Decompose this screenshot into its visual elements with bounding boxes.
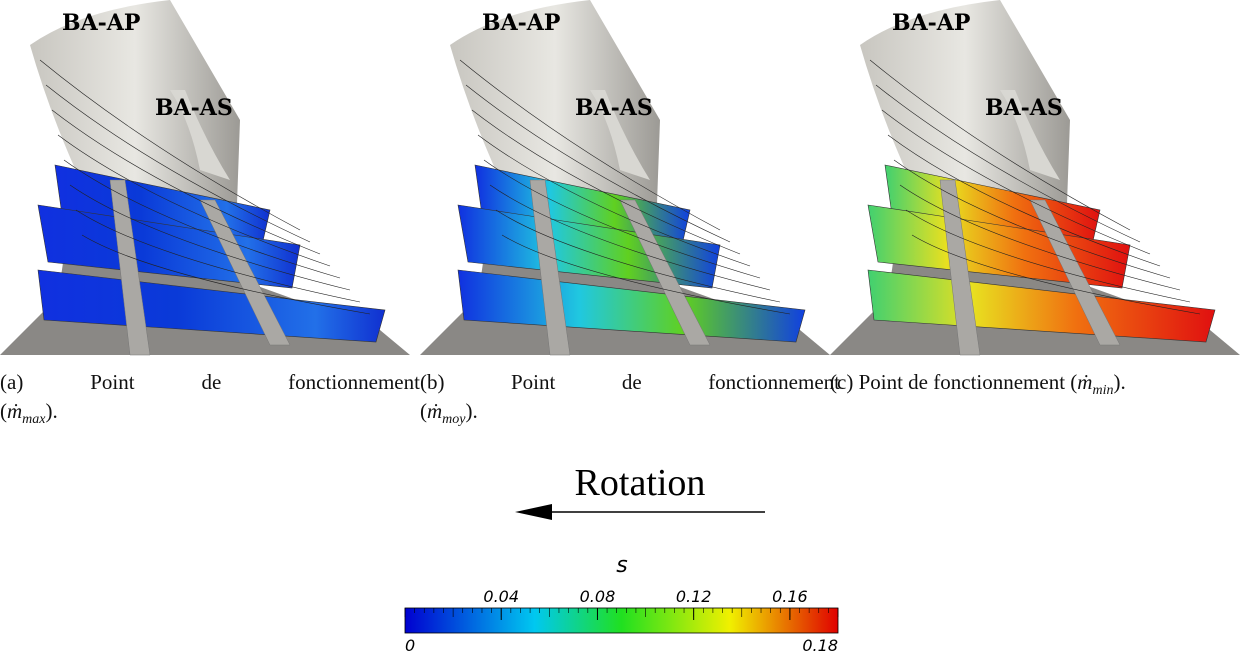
- streamline: [911, 234, 1201, 315]
- label-ba-as: BA-AS: [155, 95, 233, 121]
- caption-part: (: [420, 399, 427, 423]
- caption-part: ṁ: [7, 399, 23, 423]
- streamline: [893, 159, 1171, 279]
- strut: [109, 179, 151, 356]
- label-ba-as: BA-AS: [575, 95, 653, 121]
- min-label: 0: [405, 636, 415, 655]
- legend-area: Rotation s 0.04 0.08 0.12 0.16 0 0.18: [404, 462, 839, 655]
- caption-line: (ṁmoy).: [420, 399, 840, 428]
- caption-part: ).: [465, 399, 478, 423]
- caption-part: fonctionnement: [288, 370, 420, 394]
- blade-tip: [1000, 90, 1060, 180]
- caption-part: (: [1070, 370, 1078, 394]
- panel-image: BA-AP BA-AS: [830, 0, 1240, 356]
- streamline: [51, 109, 321, 255]
- caption-part: de: [621, 370, 642, 394]
- caption-line: (a) Point de fonctionnement: [0, 370, 420, 395]
- caption-line: (b) Point de fonctionnement: [420, 370, 840, 395]
- streamline: [69, 184, 351, 291]
- streamline: [887, 134, 1161, 267]
- streamline: [459, 59, 721, 231]
- streamline: [471, 109, 741, 255]
- arrow-head: [515, 504, 552, 520]
- caption: (c) Point de fonctionnement (ṁmin).: [830, 370, 1126, 399]
- streamline: [501, 234, 791, 315]
- blade-tip: [590, 90, 650, 180]
- streamline: [39, 59, 301, 231]
- streamline: [63, 159, 341, 279]
- streamline: [477, 134, 751, 267]
- caption-part: ).: [45, 399, 58, 423]
- caption-part: Point: [511, 370, 556, 394]
- caption-part: fonctionnement: [933, 370, 1066, 394]
- caption-part: max: [22, 412, 46, 428]
- caption-part: fonctionnement: [708, 370, 840, 394]
- colorbar-gradient: [404, 607, 839, 634]
- max-label: 0.18: [802, 636, 838, 655]
- streamline: [489, 184, 771, 291]
- colorbar-title: s: [616, 553, 627, 578]
- streamline: [45, 84, 311, 243]
- caption-part: moy: [442, 412, 466, 428]
- caption: (a) Point de fonctionnement (ṁmax).: [0, 370, 420, 428]
- caption-part: min: [1092, 383, 1114, 399]
- tick-label: 0.08: [580, 587, 616, 606]
- strut: [199, 199, 291, 346]
- figure-images: BA-AP BA-AS BA-AP BA-AS BA-AP BA-AS: [0, 0, 1240, 356]
- streamline: [875, 84, 1141, 243]
- caption-part: de: [201, 370, 222, 394]
- rotation-label: Rotation: [575, 462, 706, 504]
- tick-label: 0.04: [483, 587, 519, 606]
- label-ba-ap: BA-AP: [482, 10, 560, 36]
- tick-label: 0.16: [772, 587, 808, 606]
- streamline: [881, 109, 1151, 255]
- streamline: [81, 234, 371, 315]
- streamline: [483, 159, 761, 279]
- caption-part: (: [0, 399, 7, 423]
- tick-label: 0.12: [676, 587, 712, 606]
- caption-part: Point: [858, 370, 903, 394]
- caption-part: (a): [0, 370, 24, 394]
- caption-part: ṁ: [1077, 370, 1093, 394]
- label-ba-as: BA-AS: [985, 95, 1063, 121]
- caption-part: Point: [90, 370, 135, 394]
- streamline: [869, 59, 1131, 231]
- strut: [1029, 199, 1121, 346]
- streamline: [75, 209, 361, 303]
- streamline: [899, 184, 1181, 291]
- panel-image: BA-AP BA-AS: [420, 0, 830, 356]
- caption-part: ).: [1113, 370, 1126, 394]
- caption-part: (c): [830, 370, 854, 394]
- strut: [619, 199, 711, 346]
- label-ba-ap: BA-AP: [62, 10, 140, 36]
- colorbar: 0.04 0.08 0.12 0.16 0 0.18: [404, 587, 839, 655]
- strut: [939, 179, 981, 356]
- streamline: [57, 134, 331, 267]
- caption: (b) Point de fonctionnement (ṁmoy).: [420, 370, 840, 428]
- caption-part: ṁ: [427, 399, 443, 423]
- blade-tip: [170, 90, 230, 180]
- caption-part: (b): [420, 370, 445, 394]
- streamline: [905, 209, 1191, 303]
- label-ba-ap: BA-AP: [892, 10, 970, 36]
- caption-part: de: [908, 370, 928, 394]
- caption-line: (ṁmax).: [0, 399, 420, 428]
- panel-image: BA-AP BA-AS: [0, 0, 410, 356]
- streamline: [495, 209, 781, 303]
- strut: [529, 179, 571, 356]
- streamline: [465, 84, 731, 243]
